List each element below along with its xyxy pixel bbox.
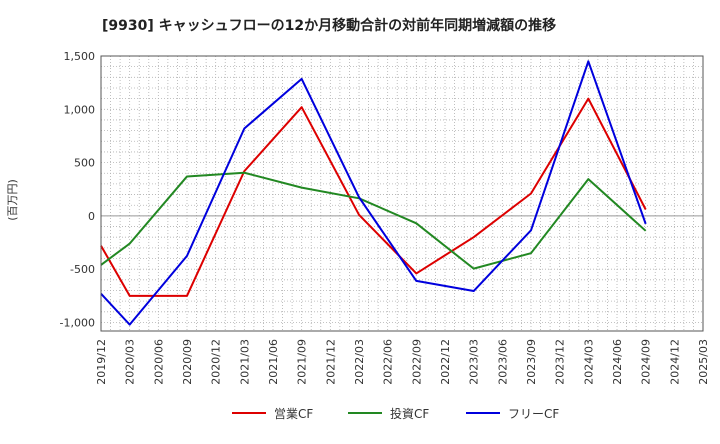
y-tick-label: -500 xyxy=(70,263,95,276)
y-tick-label: 1,000 xyxy=(64,103,96,116)
x-tick-label: 2019/12 xyxy=(95,339,108,385)
x-tick-label: 2022/06 xyxy=(382,339,395,385)
x-tick-label: 2020/06 xyxy=(152,339,165,385)
x-tick-label: 2021/09 xyxy=(296,339,309,385)
chart-title: [9930] キャッシュフローの12か月移動合計の対前年同期増減額の推移 xyxy=(102,17,556,34)
x-tick-label: 2021/06 xyxy=(267,339,280,385)
x-tick-label: 2024/12 xyxy=(668,339,681,385)
x-tick-label: 2021/03 xyxy=(238,339,251,385)
x-tick-label: 2021/12 xyxy=(324,339,337,385)
grid-lines xyxy=(100,55,704,331)
x-tick-label: 2024/09 xyxy=(640,339,653,385)
legend-label: 投資CF xyxy=(390,406,429,421)
series-line xyxy=(100,60,647,326)
plot-area-frame xyxy=(100,55,704,332)
series-line xyxy=(100,171,647,270)
y-axis-ticks: -1,000 -500 0 500 1,000 1,500 xyxy=(60,50,95,329)
legend-label: 営業CF xyxy=(274,407,313,421)
y-tick-label: -1,000 xyxy=(60,316,95,329)
x-tick-label: 2023/12 xyxy=(554,339,567,385)
y-axis-label: (百万円) xyxy=(6,179,19,221)
x-tick-label: 2020/03 xyxy=(124,339,137,385)
series-lines xyxy=(100,60,647,326)
x-axis-ticks: 2019/12 2020/03 2020/06 2020/09 2020/12 2021/… xyxy=(95,339,710,385)
x-tick-label: 2023/06 xyxy=(496,339,509,385)
x-tick-label: 2020/12 xyxy=(210,339,223,385)
x-tick-label: 2022/12 xyxy=(439,339,452,385)
x-tick-label: 2022/03 xyxy=(353,339,366,385)
x-tick-label: 2022/09 xyxy=(410,339,423,385)
x-tick-label: 2023/03 xyxy=(468,339,481,385)
y-tick-label: 0 xyxy=(88,210,95,223)
y-tick-label: 1,500 xyxy=(64,50,96,63)
x-tick-label: 2020/09 xyxy=(181,339,194,385)
y-tick-label: 500 xyxy=(74,157,95,170)
x-tick-label: 2024/03 xyxy=(582,339,595,385)
series-line xyxy=(100,97,647,297)
x-tick-label: 2023/09 xyxy=(525,339,538,385)
x-tick-label: 2024/06 xyxy=(611,339,624,385)
legend: 営業CF 投資CF フリーCF xyxy=(232,406,559,421)
x-tick-label: 2025/03 xyxy=(697,339,710,385)
legend-label: フリーCF xyxy=(508,407,559,421)
